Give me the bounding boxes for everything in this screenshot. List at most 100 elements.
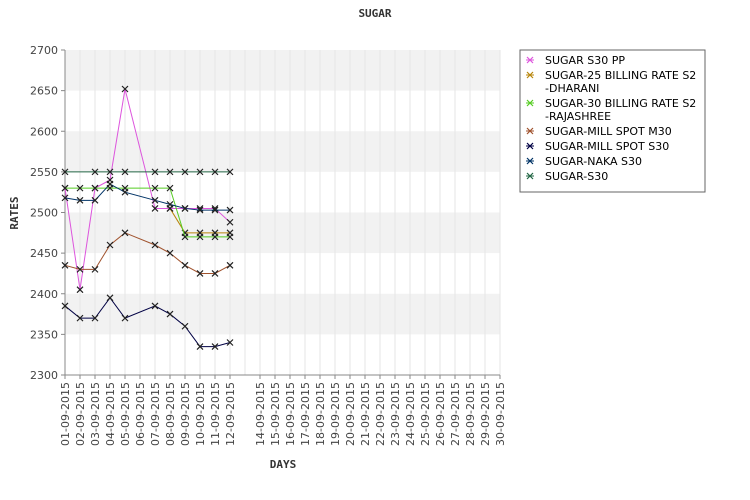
data-point <box>106 168 114 176</box>
x-tick-label: 19-09-2015 <box>329 382 342 446</box>
data-point <box>196 343 204 350</box>
data-point <box>91 168 99 176</box>
data-point <box>76 196 84 204</box>
grid-band <box>65 50 500 91</box>
data-point <box>91 196 99 204</box>
data-point <box>61 302 69 310</box>
data-point <box>226 206 234 214</box>
data-point <box>166 168 174 176</box>
data-point <box>181 322 189 330</box>
data-point <box>196 270 204 277</box>
data-point <box>181 233 189 241</box>
legend: SUGAR S30 PP SUGAR-25 BILLING RATE S2 -DHA… <box>519 49 706 193</box>
legend-entry: SUGAR-MILL SPOT M30 <box>526 125 672 138</box>
data-point <box>151 241 159 249</box>
legend-entry: SUGAR-25 BILLING RATE S2 -DHARANI <box>526 69 696 95</box>
data-point <box>121 314 129 322</box>
grid-band <box>65 131 500 172</box>
x-tick-label: 23-09-2015 <box>389 382 402 446</box>
data-point <box>106 241 114 249</box>
series-3 <box>61 184 234 241</box>
x-tick-label: 16-09-2015 <box>284 382 297 446</box>
data-point <box>76 286 84 294</box>
x-tick-label: 07-09-2015 <box>149 382 162 446</box>
y-tick-label: 2400 <box>30 288 58 301</box>
data-point <box>211 168 219 176</box>
legend-entry: SUGAR-NAKA S30 <box>526 155 642 168</box>
data-point <box>166 249 174 257</box>
data-point <box>76 314 84 322</box>
x-tick-label: 30-09-2015 <box>494 382 507 446</box>
legend-swatch-marker <box>526 99 534 107</box>
data-point <box>91 265 99 273</box>
legend-label: SUGAR-S30 <box>545 170 608 183</box>
legend-swatch-marker <box>526 56 534 64</box>
data-point <box>61 194 69 202</box>
legend-swatch-marker <box>526 127 534 135</box>
x-tick-label: 04-09-2015 <box>104 382 117 446</box>
x-tick-label: 12-09-2015 <box>224 382 237 446</box>
legend-swatch-marker <box>526 157 534 165</box>
data-point <box>196 206 204 214</box>
y-tick-label: 2700 <box>30 44 58 57</box>
data-point <box>151 184 159 192</box>
data-point <box>91 314 99 322</box>
x-tick-label: 22-09-2015 <box>374 382 387 446</box>
data-point <box>151 168 159 176</box>
grid-band <box>65 293 500 335</box>
x-tick-label: 21-09-2015 <box>359 382 372 446</box>
legend-entry: SUGAR-MILL SPOT S30 <box>526 140 669 153</box>
data-point <box>76 265 84 273</box>
y-tick-label: 2600 <box>30 125 58 138</box>
chart-title: SUGAR <box>358 7 391 20</box>
x-tick-label: 24-09-2015 <box>404 382 417 446</box>
x-tick-label: 14-09-2015 <box>254 382 267 446</box>
data-point <box>226 261 234 269</box>
y-tick-label: 2300 <box>30 369 58 382</box>
data-point <box>196 168 204 176</box>
data-point <box>76 184 84 192</box>
y-tick-label: 2450 <box>30 247 58 260</box>
data-point <box>166 200 174 208</box>
plot-background <box>64 50 501 375</box>
x-tick-label: 11-09-2015 <box>209 382 222 446</box>
x-tick-label: 15-09-2015 <box>269 382 282 446</box>
series-4 <box>61 229 234 277</box>
legend-swatch-marker <box>526 142 534 150</box>
legend-label: SUGAR-30 BILLING RATE S2 -RAJASHREE <box>545 97 696 123</box>
data-point <box>211 270 219 277</box>
data-point <box>196 233 204 241</box>
y-tick-label: 2500 <box>30 207 58 220</box>
legend-label: SUGAR-MILL SPOT M30 <box>545 125 672 138</box>
x-axis: 01-09-2015 02-09-2015 03-09-2015 04-09-2015… <box>59 374 507 446</box>
x-tick-label: 06-09-2015 <box>134 382 147 446</box>
y-axis: 2300 2350 2400 2450 2500 2550 2600 2650 2700 <box>30 44 66 382</box>
data-point <box>211 206 219 214</box>
data-point <box>166 310 174 318</box>
data-point <box>121 188 129 196</box>
data-point <box>61 184 69 192</box>
data-point <box>181 205 189 212</box>
series-5 <box>61 294 234 350</box>
data-point <box>211 343 219 350</box>
y-tick-label: 2550 <box>30 166 58 179</box>
x-tick-label: 10-09-2015 <box>194 382 207 446</box>
data-point <box>181 168 189 176</box>
x-tick-label: 18-09-2015 <box>314 382 327 446</box>
data-point <box>121 229 129 237</box>
data-point <box>61 261 69 269</box>
data-point <box>151 302 159 310</box>
legend-label: SUGAR-MILL SPOT S30 <box>545 140 669 153</box>
data-point <box>121 85 129 93</box>
data-point <box>211 233 219 241</box>
data-point <box>61 168 69 176</box>
data-point <box>151 205 159 212</box>
legend-box <box>519 49 706 193</box>
data-point <box>181 261 189 269</box>
x-tick-label: 03-09-2015 <box>89 382 102 446</box>
legend-swatch-marker <box>526 71 534 79</box>
data-point <box>166 184 174 192</box>
x-tick-label: 08-09-2015 <box>164 382 177 446</box>
x-tick-label: 26-09-2015 <box>434 382 447 446</box>
x-tick-label: 17-09-2015 <box>299 382 312 446</box>
